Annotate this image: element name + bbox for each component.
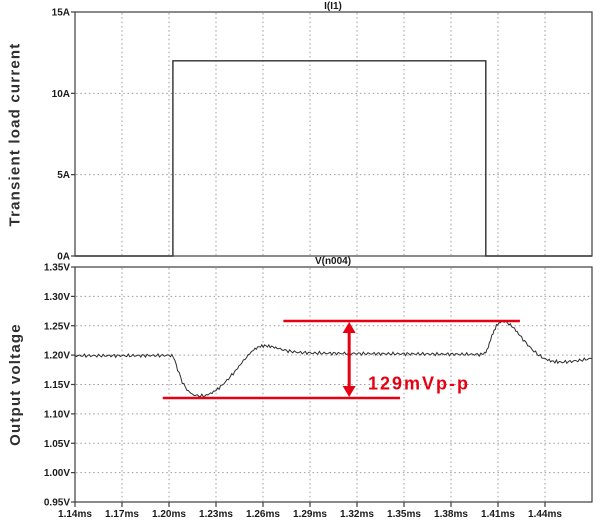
voltage-y-tick-label: 1.35V [44,263,70,274]
x-tick-label: 1.29ms [293,509,327,520]
current-plot-title: I(I1) [324,1,342,12]
x-tick-label: 1.32ms [340,509,374,520]
current-pane-border [74,11,593,257]
voltage-y-axis-labels: 0.95V 1.00V 1.05V 1.10V 1.15V 1.20V 1.25V 1.30V… [44,263,75,509]
voltage-y-tick-label: 1.30V [44,292,70,303]
voltage-y-tick-label: 0.95V [44,498,70,509]
x-tick-label: 1.41ms [481,509,515,520]
current-gridlines [76,13,591,255]
voltage-y-tick-label: 1.00V [44,468,70,479]
x-tick-label: 1.38ms [434,509,468,520]
peak-to-peak-value-label: 129mVp-p [368,373,470,393]
voltage-gridlines [76,268,591,501]
voltage-plot-title: V(n004) [315,256,351,267]
x-tick-label: 1.14ms [58,509,92,520]
x-tick-label: 1.26ms [246,509,280,520]
current-y-axis-labels: 0A 5A 10A 15A [52,8,75,263]
current-y-tick-label: 0A [57,252,70,263]
x-tick-label: 1.17ms [105,509,139,520]
voltage-y-tick-label: 1.05V [44,439,70,450]
x-tick-label: 1.44ms [528,509,562,520]
voltage-pane-border [74,266,593,503]
current-y-tick-label: 15A [52,8,70,19]
current-trace [75,60,592,257]
voltage-y-tick-label: 1.20V [44,351,70,362]
arrow-head-up-icon [342,322,356,334]
peak-to-peak-annotation: 129mVp-p [162,319,520,400]
voltage-y-tick-label: 1.25V [44,321,70,332]
current-y-tick-label: 5A [57,170,70,181]
x-tick-label: 1.35ms [387,509,421,520]
voltage-trace [74,320,593,398]
voltage-y-tick-label: 1.15V [44,380,70,391]
current-y-tick-label: 10A [52,89,70,100]
x-tick-label: 1.23ms [199,509,233,520]
x-tick-label: 1.20ms [152,509,186,520]
x-axis-labels: 1.14ms 1.17ms 1.20ms 1.23ms 1.26ms 1.29ms 1.32… [58,502,562,520]
voltage-y-tick-label: 1.10V [44,409,70,420]
arrow-head-down-icon [342,386,356,398]
